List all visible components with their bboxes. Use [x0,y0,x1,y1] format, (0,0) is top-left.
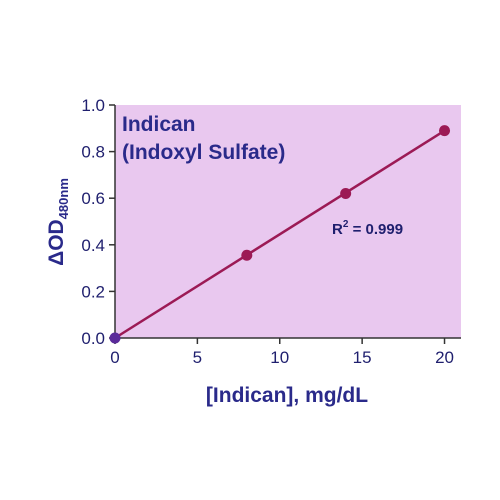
y-tick-label: 1.0 [81,96,105,115]
x-tick-label: 20 [435,348,454,367]
data-points [109,125,451,344]
data-point [439,125,451,137]
r-squared-annotation-sup: 2 [343,219,349,230]
x-axis-ticks: 0 5 10 15 20 [110,338,454,367]
data-point [241,249,253,261]
x-axis-title: [Indican], mg/dL [206,384,368,407]
y-axis-title: ΔOD480nm [45,178,71,266]
x-tick-label: 5 [193,348,202,367]
fit-line [114,129,446,340]
r-squared-annotation: R2 = 0.999 [332,219,403,238]
r-squared-annotation-rest: = 0.999 [348,221,403,238]
x-tick-label: 15 [353,348,372,367]
y-tick-label: 0.4 [81,236,105,255]
y-tick-label: 0.2 [81,282,105,301]
x-tick-label: 0 [110,348,119,367]
chart-title-line2: (Indoxyl Sulfate) [122,141,285,164]
y-axis-title-main: ΔOD [45,219,68,266]
y-axis-ticks: 0.0 0.2 0.4 0.6 0.8 1.0 [81,96,115,348]
x-tick-label: 10 [270,348,289,367]
data-point [340,188,352,200]
data-point [109,332,121,344]
y-tick-label: 0.0 [81,329,105,348]
r-squared-annotation-main: R [332,221,343,238]
y-tick-label: 0.8 [81,143,105,162]
plot-area-background [115,105,461,338]
chart-title-line1: Indican [122,113,196,136]
y-axis-title-sub: 480nm [56,178,71,219]
y-tick-label: 0.6 [81,189,105,208]
